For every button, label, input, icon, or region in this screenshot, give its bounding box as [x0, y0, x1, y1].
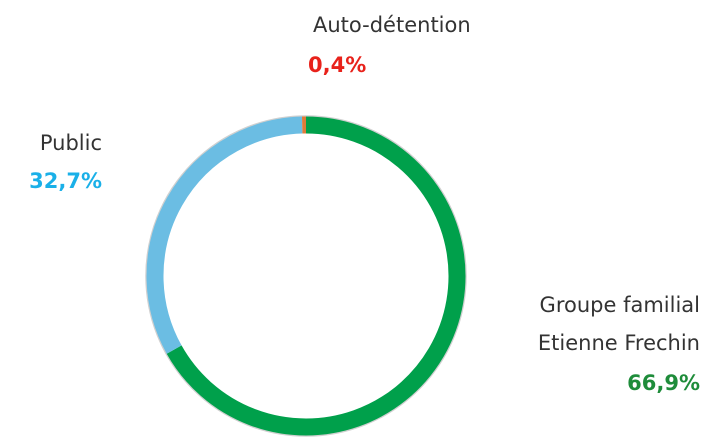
category-label: Public — [39, 131, 102, 155]
donut-segment — [166, 116, 466, 436]
value-label: 66,9% — [627, 371, 700, 395]
value-label: 32,7% — [29, 169, 102, 193]
category-label: Auto-détention — [313, 13, 471, 37]
category-label: Groupe familial Etienne Frechin — [537, 293, 700, 355]
donut-segment — [146, 116, 303, 354]
value-label: 0,4% — [308, 53, 367, 77]
outer-ring — [145, 115, 467, 437]
